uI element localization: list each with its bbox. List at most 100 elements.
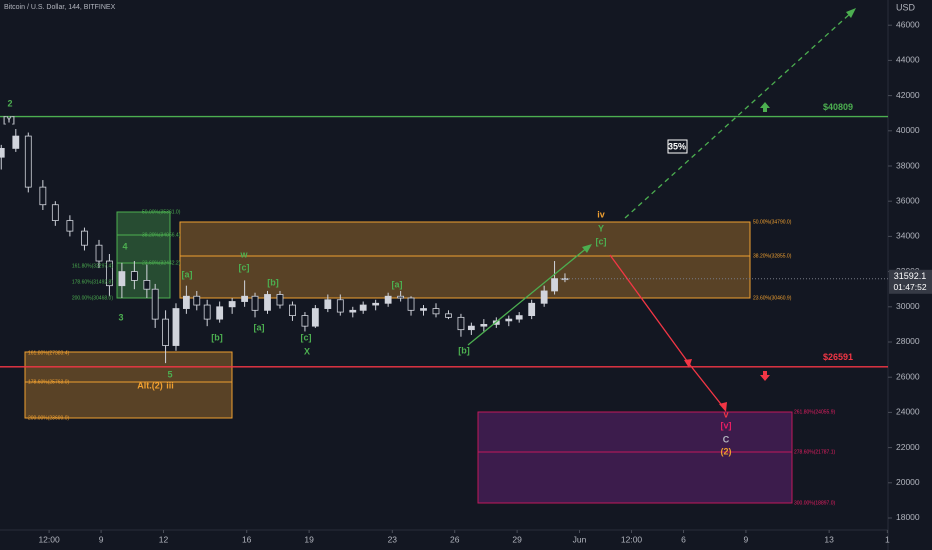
candle-body xyxy=(276,294,284,306)
x-tick-label: 9 xyxy=(744,534,749,544)
y-tick-label: 26000 xyxy=(896,371,920,381)
candle-body xyxy=(372,302,380,306)
fib-label: 38.20%(34056.4) xyxy=(142,232,181,238)
candle-body xyxy=(445,313,452,318)
candle-body xyxy=(311,308,319,327)
x-tick-label: 12:00 xyxy=(38,534,60,544)
fib-zone xyxy=(477,411,793,504)
wave-label: w xyxy=(239,249,248,259)
fib-label: 200.00%(30468.0) xyxy=(72,295,113,301)
annotation-box xyxy=(667,139,688,154)
fib-label: 278.60%(21787.1) xyxy=(794,449,835,455)
x-tick-label: 29 xyxy=(512,534,522,544)
y-tick-label: 34000 xyxy=(896,231,920,241)
fib-label: 161.80%(32297.4) xyxy=(72,263,113,269)
y-tick-label: 38000 xyxy=(896,160,920,170)
wave-label: C xyxy=(723,434,730,444)
fib-label: 261.80%(24055.9) xyxy=(794,409,835,415)
fib-zone xyxy=(179,221,751,299)
wave-label: Alt.(2) xyxy=(137,380,163,390)
level-label: $40809 xyxy=(823,102,853,112)
fib-label: 38.20%(32855.0) xyxy=(753,253,792,259)
x-tick-label: 13 xyxy=(824,534,834,544)
candle-body xyxy=(407,297,415,311)
fib-label: 50.00%(34790.0) xyxy=(753,219,792,225)
x-tick-label: 26 xyxy=(450,534,460,544)
fib-label: 178.60%(25763.0) xyxy=(28,379,69,385)
fib-label: 50.00%(35361.0) xyxy=(142,209,181,215)
up-icon xyxy=(760,102,770,112)
y-tick-label: 18000 xyxy=(896,512,920,522)
down-icon xyxy=(760,371,770,381)
candle-body xyxy=(515,315,523,320)
price-tag xyxy=(889,269,932,294)
candle-body xyxy=(432,308,440,315)
candle-body xyxy=(540,290,548,304)
candle-body xyxy=(216,306,224,320)
candle-body xyxy=(203,304,211,320)
arrow xyxy=(624,11,853,219)
wave-label: 5 xyxy=(167,369,172,379)
y-tick-label: 44000 xyxy=(896,55,920,65)
candle-body xyxy=(51,204,59,221)
level-label: $26591 xyxy=(823,352,853,362)
candle-body xyxy=(528,302,536,316)
wave-label: iii xyxy=(166,380,174,390)
candle-body xyxy=(143,279,151,290)
arrow-head xyxy=(684,359,692,368)
y-tick-label: 40000 xyxy=(896,125,920,135)
fib-label: 161.80%(27383.4) xyxy=(28,350,69,356)
candle-body xyxy=(241,295,249,302)
wave-label: v xyxy=(723,409,728,419)
candle-body xyxy=(359,304,367,311)
y-tick-label: 46000 xyxy=(896,19,920,29)
axis-unit: USD xyxy=(896,2,916,12)
candle-body xyxy=(301,315,309,327)
candle-body xyxy=(420,308,427,311)
candle-body xyxy=(39,186,47,206)
x-tick-label: 6 xyxy=(681,534,686,544)
y-tick-label: 30000 xyxy=(896,301,920,311)
y-tick-label: 42000 xyxy=(896,90,920,100)
candle-body xyxy=(480,323,488,327)
candle-body xyxy=(457,316,465,331)
wave-label: [v] xyxy=(721,420,732,430)
candle-body xyxy=(0,148,5,158)
candle-body xyxy=(467,325,475,331)
wave-label: 3 xyxy=(118,312,123,322)
countdown: 01:47:52 xyxy=(893,282,926,292)
wave-label: Y xyxy=(598,223,604,233)
candle-body xyxy=(397,295,405,299)
chart-title: Bitcoin / U.S. Dollar, 144, BITFINEX xyxy=(4,4,116,11)
candle-body xyxy=(118,271,126,287)
candle-body xyxy=(130,271,138,281)
wave-label: [Y] xyxy=(3,114,15,124)
x-tick-label: 16 xyxy=(242,534,252,544)
candle-body xyxy=(336,299,344,313)
wave-label: [c] xyxy=(301,332,312,342)
candle-body xyxy=(95,244,103,262)
fib-label: 178.60%(31492.8) xyxy=(72,279,113,285)
wave-label: [a] xyxy=(254,322,265,332)
candle-body xyxy=(172,308,180,346)
wave-label: [b] xyxy=(211,332,223,342)
wave-label: [a] xyxy=(182,269,193,279)
candle-body xyxy=(251,295,259,311)
wave-label: 2 xyxy=(7,98,12,108)
candle-body xyxy=(106,260,113,287)
x-tick-label: 9 xyxy=(99,534,104,544)
plot: 1800020000220002400026000280003000032000… xyxy=(0,19,920,544)
last-price: 31592.1 xyxy=(894,271,927,281)
x-tick-label: 12:00 xyxy=(621,534,643,544)
y-tick-label: 22000 xyxy=(896,442,920,452)
x-tick-label: 23 xyxy=(388,534,398,544)
candle-body xyxy=(81,230,88,246)
wave-label: (2) xyxy=(721,446,732,456)
arrow-head xyxy=(582,244,592,253)
x-tick-label: Jun xyxy=(573,534,587,544)
arrow-head xyxy=(846,8,856,18)
wave-label: [c] xyxy=(596,236,607,246)
wave-label: [c] xyxy=(239,262,250,272)
fib-label: 300.00%(18897.0) xyxy=(794,500,835,506)
